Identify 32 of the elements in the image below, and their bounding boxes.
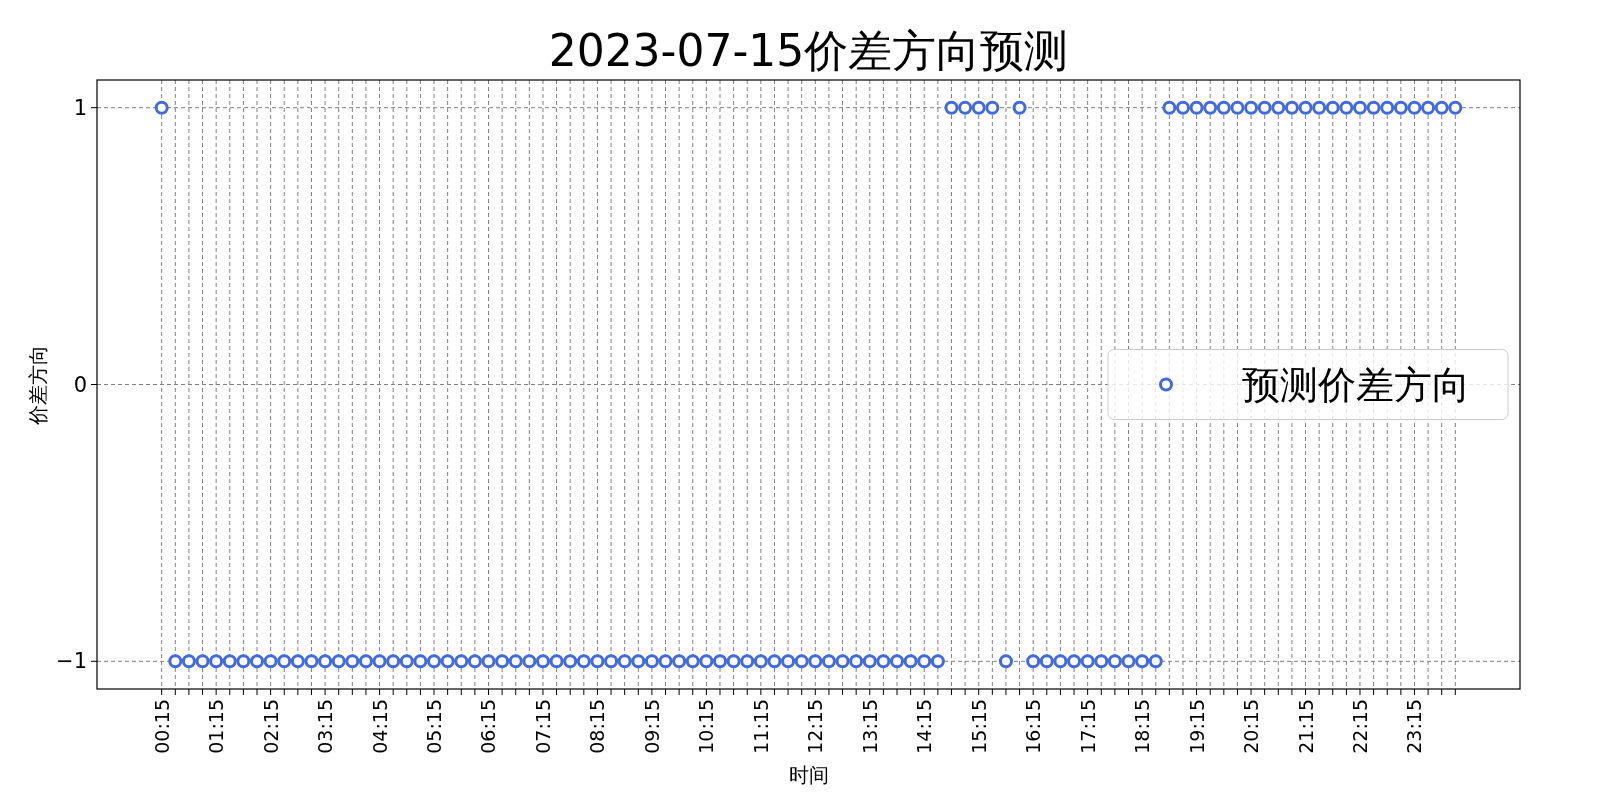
x-tick-label: 02:15 <box>259 699 282 754</box>
x-tick-label: 00:15 <box>150 699 173 754</box>
y-tick-label: 0 <box>73 372 87 397</box>
x-tick-label: 19:15 <box>1185 699 1208 754</box>
x-tick-label: 15:15 <box>967 699 990 754</box>
x-tick-label: 10:15 <box>695 699 718 754</box>
x-tick-label: 20:15 <box>1240 699 1263 754</box>
y-tick-label: −1 <box>56 649 87 674</box>
y-axis-title: 价差方向 <box>26 344 50 426</box>
x-tick-label: 07:15 <box>531 699 554 754</box>
legend-label: 预测价差方向 <box>1242 362 1470 407</box>
x-tick-label: 01:15 <box>205 699 228 754</box>
x-tick-label: 12:15 <box>804 699 827 754</box>
x-tick-label: 17:15 <box>1076 699 1099 754</box>
y-tick-label: 1 <box>73 95 87 120</box>
x-tick-label: 22:15 <box>1349 699 1371 754</box>
legend: 预测价差方向 <box>1107 349 1509 420</box>
x-tick-label: 04:15 <box>368 699 391 754</box>
x-tick-label: 14:15 <box>913 699 936 754</box>
x-axis-title: 时间 <box>788 763 829 787</box>
x-tick-label: 23:15 <box>1403 699 1426 754</box>
x-tick-label: 06:15 <box>477 699 500 754</box>
x-tick-label: 21:15 <box>1294 699 1317 754</box>
x-tick-label: 18:15 <box>1131 699 1154 754</box>
x-tick-label: 09:15 <box>640 699 663 754</box>
x-tick-label: 13:15 <box>858 699 881 754</box>
x-tick-label: 11:15 <box>749 699 772 754</box>
x-tick-label: 08:15 <box>586 699 609 754</box>
x-tick-label: 16:15 <box>1022 699 1045 754</box>
x-tick-label: 05:15 <box>423 699 446 754</box>
x-tick-label: 03:15 <box>314 699 337 754</box>
chart-title: 2023-07-15价差方向预测 <box>548 25 1069 76</box>
